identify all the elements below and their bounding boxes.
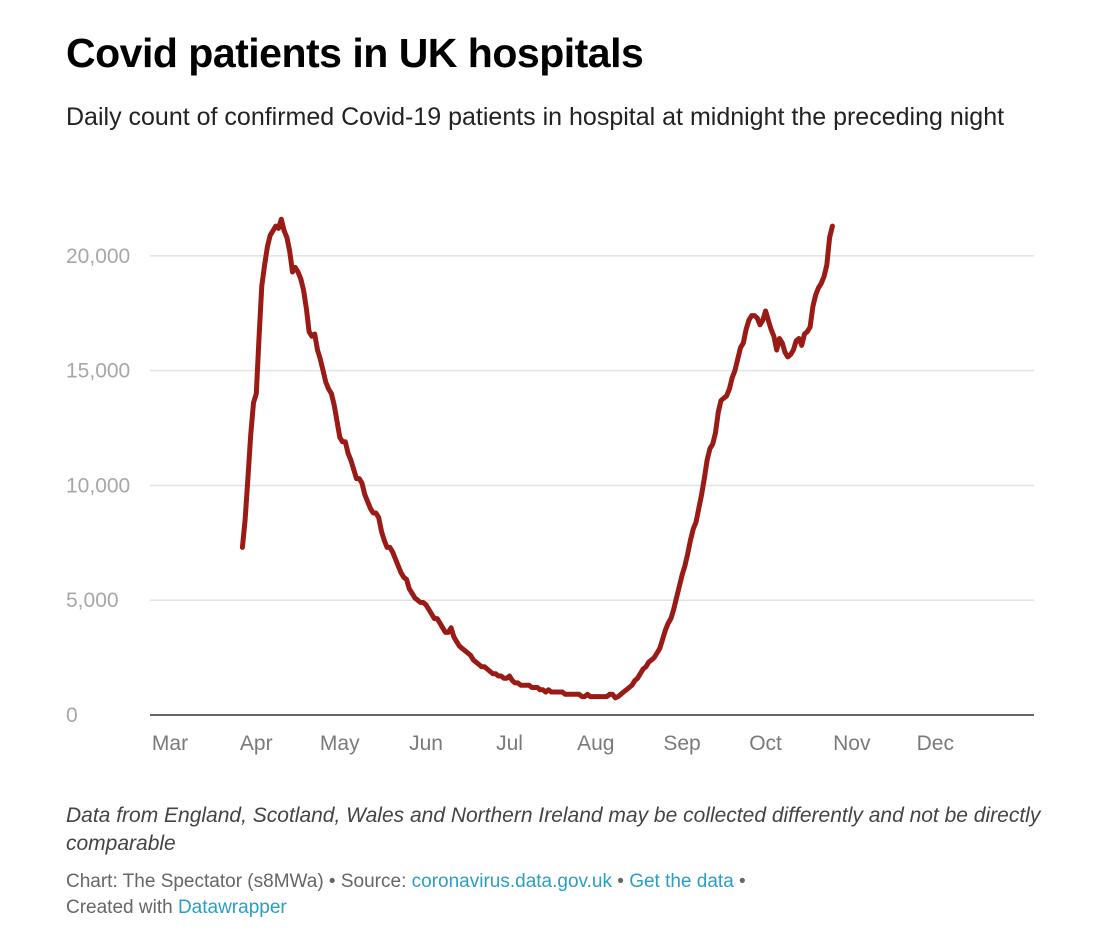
y-tick-label: 20,000 bbox=[66, 245, 130, 268]
y-tick-label: 0 bbox=[66, 704, 78, 727]
chart-title: Covid patients in UK hospitals bbox=[66, 30, 644, 76]
credits: Chart: The Spectator (s8MWa) • Source: c… bbox=[66, 869, 1056, 921]
x-axis-labels: Mar Apr May Jun Jul Aug Sep Oct Nov Dec bbox=[152, 732, 954, 755]
x-tick-label: Nov bbox=[833, 732, 871, 755]
x-tick-label: Oct bbox=[749, 732, 782, 755]
y-gridlines bbox=[150, 255, 1034, 601]
x-tick-label: Mar bbox=[152, 732, 188, 755]
separator-2: • bbox=[611, 871, 630, 892]
x-tick-label: May bbox=[320, 732, 360, 755]
source-label: Source: bbox=[340, 871, 412, 892]
created-with-label: Created with bbox=[66, 897, 178, 918]
separator-1: • bbox=[323, 871, 341, 892]
line-chart: 0 5,000 10,000 15,000 20,000 Mar Apr May Jun Jul… bbox=[66, 216, 1034, 755]
y-tick-label: 5,000 bbox=[66, 589, 119, 612]
chart-credit: Chart: The Spectator (s8MWa) bbox=[66, 871, 324, 892]
datawrapper-link[interactable]: Datawrapper bbox=[177, 897, 287, 918]
separator-3: • bbox=[733, 871, 746, 892]
series-lines bbox=[239, 216, 835, 701]
x-tick-label: Jun bbox=[409, 732, 443, 755]
x-tick-label: Aug bbox=[577, 732, 614, 755]
x-tick-label: Sep bbox=[663, 732, 700, 755]
y-tick-label: 15,000 bbox=[66, 360, 130, 383]
footnote: Data from England, Scotland, Wales and N… bbox=[66, 804, 1041, 855]
series-line-hospital-patients bbox=[239, 216, 835, 701]
x-tick-label: Apr bbox=[240, 732, 273, 755]
chart-subtitle: Daily count of confirmed Covid-19 patien… bbox=[66, 103, 1005, 131]
x-tick-label: Dec bbox=[917, 732, 954, 755]
get-the-data-link[interactable]: Get the data bbox=[629, 871, 734, 892]
y-tick-label: 10,000 bbox=[66, 474, 130, 497]
source-link[interactable]: coronavirus.data.gov.uk bbox=[411, 871, 612, 892]
y-axis-labels: 0 5,000 10,000 15,000 20,000 bbox=[66, 245, 130, 727]
x-tick-label: Jul bbox=[496, 732, 523, 755]
